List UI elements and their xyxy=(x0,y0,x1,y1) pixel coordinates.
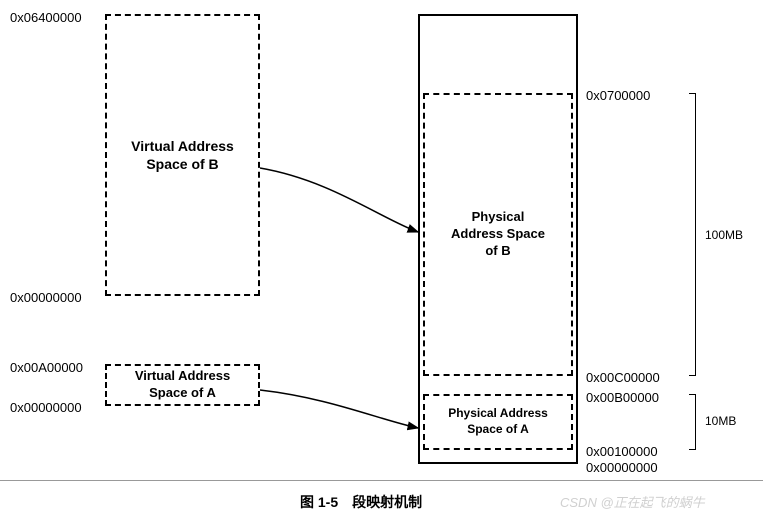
virtual-a-bottom-addr: 0x00000000 xyxy=(10,400,82,415)
arrow-a xyxy=(260,390,418,428)
caption-rule xyxy=(0,480,763,481)
bracket-100mb xyxy=(695,93,696,376)
virtual-a-top-addr: 0x00A00000 xyxy=(10,360,83,375)
virtual-a-box: Virtual Address Space of A xyxy=(105,364,260,406)
virtual-b-label: Virtual Address Space of B xyxy=(131,137,234,173)
physical-a-box: Physical Address Space of A xyxy=(423,394,573,450)
physical-b-bottom-addr: 0x00C00000 xyxy=(586,370,660,385)
bracket-10mb xyxy=(695,394,696,450)
physical-a-bottom-addr: 0x00100000 xyxy=(586,444,658,459)
virtual-b-box: Virtual Address Space of B xyxy=(105,14,260,296)
arrow-b xyxy=(260,168,418,232)
virtual-b-top-addr: 0x06400000 xyxy=(10,10,82,25)
virtual-b-bottom-addr: 0x00000000 xyxy=(10,290,82,305)
diagram-canvas: Virtual Address Space of B 0x06400000 0x… xyxy=(0,0,763,517)
watermark-text: CSDN @正在起飞的蜗牛 xyxy=(560,492,705,511)
bracket-10mb-label: 10MB xyxy=(705,414,736,428)
physical-a-label: Physical Address Space of A xyxy=(448,406,548,437)
physical-a-top-addr: 0x00B00000 xyxy=(586,390,659,405)
physical-b-label: Physical Address Space of B xyxy=(451,209,545,260)
physical-container-bottom-addr: 0x00000000 xyxy=(586,460,658,475)
figure-caption: 图 1-5 段映射机制 xyxy=(300,492,422,512)
virtual-a-label: Virtual Address Space of A xyxy=(135,368,230,402)
bracket-100mb-label: 100MB xyxy=(705,228,743,242)
physical-b-box: Physical Address Space of B xyxy=(423,93,573,376)
physical-b-top-addr: 0x0700000 xyxy=(586,88,650,103)
